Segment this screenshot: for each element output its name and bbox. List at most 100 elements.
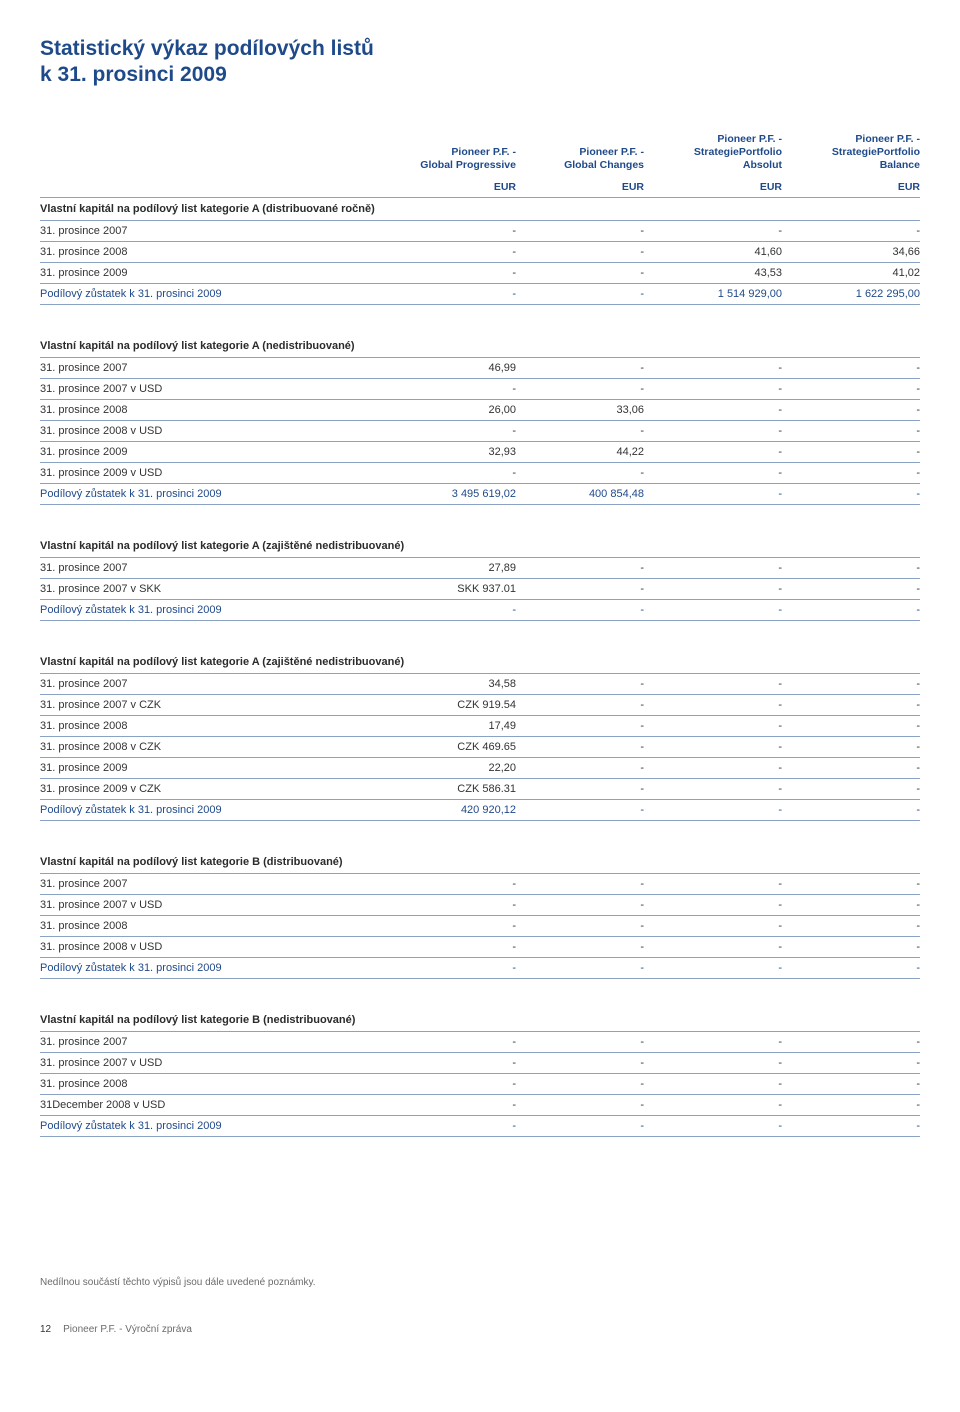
col-header-2: Pioneer P.F. - Global Changes xyxy=(524,146,644,176)
cell-value: - xyxy=(524,263,644,283)
col-header-4-l3: Balance xyxy=(790,159,920,172)
cell-value: - xyxy=(524,737,644,757)
cell-value: - xyxy=(524,1032,644,1052)
cell-value: - xyxy=(524,1074,644,1094)
table-row: 31. prosince 2008---- xyxy=(40,1074,920,1095)
balance-value: - xyxy=(524,284,644,304)
cell-value: - xyxy=(524,895,644,915)
cell-value: - xyxy=(652,1095,782,1115)
cell-value: - xyxy=(396,874,516,894)
sections-container: Vlastní kapitál na podílový list kategor… xyxy=(40,198,920,1137)
balance-label: Podílový zůstatek k 31. prosinci 2009 xyxy=(40,484,388,504)
page-footer: 12 Pioneer P.F. - Výroční zpráva xyxy=(40,1324,920,1335)
cell-value: - xyxy=(396,895,516,915)
table-row: 31. prosince 2008 v CZKCZK 469.65--- xyxy=(40,737,920,758)
cell-value: 34,66 xyxy=(790,242,920,262)
cell-value: 33,06 xyxy=(524,400,644,420)
cell-value: - xyxy=(524,558,644,578)
cell-value: - xyxy=(652,1032,782,1052)
row-label: 31. prosince 2009 v USD xyxy=(40,463,388,483)
cell-value: 22,20 xyxy=(396,758,516,778)
row-label: 31. prosince 2008 xyxy=(40,242,388,262)
row-label: 31. prosince 2007 v SKK xyxy=(40,579,388,599)
cell-value: 34,58 xyxy=(396,674,516,694)
balance-value: - xyxy=(396,600,516,620)
row-label: 31. prosince 2009 v CZK xyxy=(40,779,388,799)
balance-row: Podílový zůstatek k 31. prosinci 2009---… xyxy=(40,1116,920,1137)
report-name: Pioneer P.F. - Výroční zpráva xyxy=(63,1324,192,1335)
currency-2: EUR xyxy=(524,178,644,197)
row-label: 31. prosince 2007 v USD xyxy=(40,895,388,915)
cell-value: - xyxy=(524,1053,644,1073)
cell-value: 27,89 xyxy=(396,558,516,578)
cell-value: - xyxy=(396,1032,516,1052)
currency-row: EUR EUR EUR EUR xyxy=(40,178,920,198)
row-label: 31. prosince 2008 xyxy=(40,916,388,936)
balance-row: Podílový zůstatek k 31. prosinci 2009---… xyxy=(40,958,920,979)
table-row: 31. prosince 2007 v USD---- xyxy=(40,379,920,400)
cell-value: - xyxy=(652,1053,782,1073)
currency-1: EUR xyxy=(396,178,516,197)
cell-value: - xyxy=(652,221,782,241)
cell-value: SKK 937.01 xyxy=(396,579,516,599)
cell-value: - xyxy=(524,421,644,441)
cell-value: - xyxy=(652,758,782,778)
page-number: 12 xyxy=(40,1324,51,1335)
table-row: 31. prosince 2007 v CZKCZK 919.54--- xyxy=(40,695,920,716)
cell-value: - xyxy=(524,1095,644,1115)
cell-value: - xyxy=(790,1053,920,1073)
table-row: 31. prosince 2007---- xyxy=(40,221,920,242)
cell-value: 41,02 xyxy=(790,263,920,283)
cell-value: - xyxy=(524,221,644,241)
cell-value: - xyxy=(524,579,644,599)
row-label: 31. prosince 2007 xyxy=(40,874,388,894)
cell-value: - xyxy=(790,558,920,578)
section-title: Vlastní kapitál na podílový list kategor… xyxy=(40,851,920,874)
cell-value: - xyxy=(790,442,920,462)
row-label: 31. prosince 2009 xyxy=(40,442,388,462)
cell-value: - xyxy=(790,895,920,915)
balance-label: Podílový zůstatek k 31. prosinci 2009 xyxy=(40,800,388,820)
cell-value: - xyxy=(396,463,516,483)
section-title: Vlastní kapitál na podílový list kategor… xyxy=(40,335,920,358)
balance-row: Podílový zůstatek k 31. prosinci 2009--1… xyxy=(40,284,920,305)
cell-value: - xyxy=(524,379,644,399)
balance-value: - xyxy=(652,958,782,978)
row-label: 31. prosince 2007 xyxy=(40,558,388,578)
balance-value: - xyxy=(790,1116,920,1136)
cell-value: - xyxy=(790,421,920,441)
cell-value: - xyxy=(396,242,516,262)
table-row: 31. prosince 200734,58--- xyxy=(40,674,920,695)
table-row: 31. prosince 2009 v USD---- xyxy=(40,463,920,484)
section-title: Vlastní kapitál na podílový list kategor… xyxy=(40,651,920,674)
balance-label: Podílový zůstatek k 31. prosinci 2009 xyxy=(40,958,388,978)
table-row: 31. prosince 2007---- xyxy=(40,874,920,895)
table-row: 31. prosince 2008 v USD---- xyxy=(40,937,920,958)
table-row: 31. prosince 200727,89--- xyxy=(40,558,920,579)
table-row: 31. prosince 2007 v SKKSKK 937.01--- xyxy=(40,579,920,600)
col-header-1-l1: Pioneer P.F. - xyxy=(396,146,516,159)
row-label: 31. prosince 2007 xyxy=(40,1032,388,1052)
cell-value: - xyxy=(396,263,516,283)
row-label: 31December 2008 v USD xyxy=(40,1095,388,1115)
cell-value: - xyxy=(524,716,644,736)
balance-value: - xyxy=(652,600,782,620)
table-row: 31. prosince 200932,9344,22-- xyxy=(40,442,920,463)
col-header-2-l1: Pioneer P.F. - xyxy=(524,146,644,159)
cell-value: - xyxy=(652,463,782,483)
cell-value: - xyxy=(652,937,782,957)
table-row: 31. prosince 2009--43,5341,02 xyxy=(40,263,920,284)
cell-value: - xyxy=(652,874,782,894)
section-title: Vlastní kapitál na podílový list kategor… xyxy=(40,198,920,221)
balance-value: 400 854,48 xyxy=(524,484,644,504)
cell-value: - xyxy=(652,716,782,736)
row-label: 31. prosince 2007 v USD xyxy=(40,379,388,399)
currency-4: EUR xyxy=(790,178,920,197)
cell-value: - xyxy=(396,937,516,957)
col-header-1: Pioneer P.F. - Global Progressive xyxy=(396,146,516,176)
cell-value: 32,93 xyxy=(396,442,516,462)
table-row: 31. prosince 2007 v USD---- xyxy=(40,895,920,916)
footnote: Nedílnou součástí těchto výpisů jsou dál… xyxy=(40,1277,920,1288)
cell-value: - xyxy=(396,916,516,936)
cell-value: - xyxy=(790,874,920,894)
